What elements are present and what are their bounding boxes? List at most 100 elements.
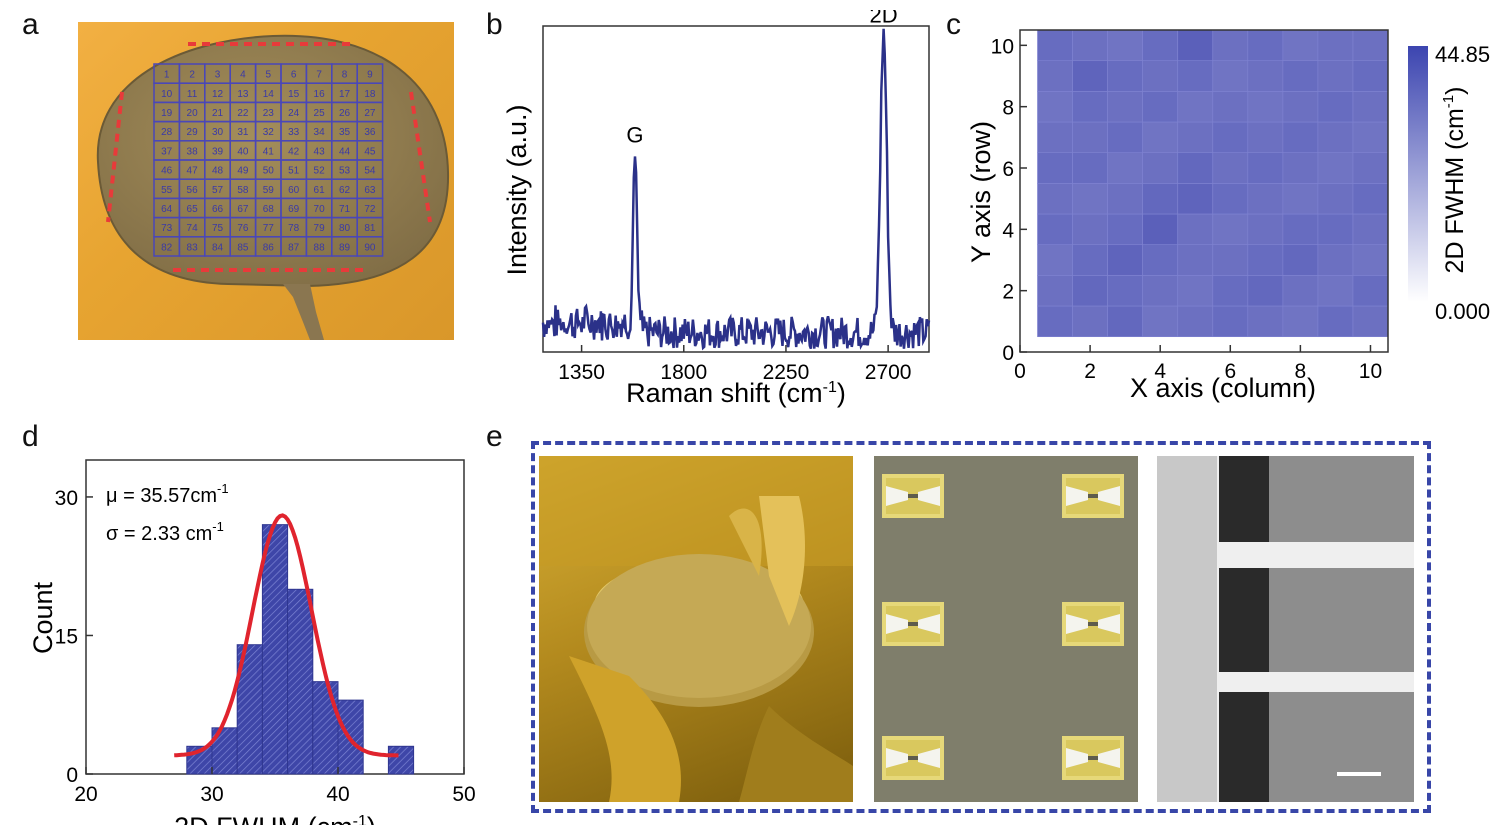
heatmap-cell bbox=[1107, 29, 1144, 62]
heatmap-cell bbox=[1352, 152, 1389, 184]
x-tick-label: 40 bbox=[326, 783, 349, 806]
grid-cell-label: 47 bbox=[187, 166, 199, 177]
heatmap-cell bbox=[1247, 182, 1284, 215]
heatmap-cell bbox=[1352, 244, 1389, 276]
heatmap-cell bbox=[1142, 121, 1179, 154]
device-pattern bbox=[1062, 474, 1124, 518]
y-tick-label: 0 bbox=[1002, 342, 1014, 365]
heatmap-cell bbox=[1247, 244, 1284, 276]
grid-cell-label: 21 bbox=[212, 108, 224, 119]
heatmap-cell bbox=[1037, 152, 1073, 184]
grid-cell-label: 20 bbox=[187, 108, 199, 119]
heatmap-cell bbox=[1177, 305, 1214, 338]
sem-electrodes-photo-icon bbox=[1157, 456, 1414, 802]
wafer-in-hand-photo-icon bbox=[539, 456, 853, 802]
grid-cell-label: 62 bbox=[339, 185, 351, 196]
grid-cell-label: 64 bbox=[161, 204, 173, 215]
heatmap-cell bbox=[1317, 213, 1354, 246]
grid-cell-label: 46 bbox=[161, 166, 173, 177]
histogram-bar bbox=[312, 681, 339, 775]
device-images-frame bbox=[531, 441, 1431, 813]
x-tick-label: 4 bbox=[1154, 360, 1166, 383]
grid-cell-label: 75 bbox=[212, 223, 224, 234]
heatmap-cell bbox=[1142, 274, 1179, 307]
panel-label-d: d bbox=[22, 420, 39, 453]
grid-cell-label: 67 bbox=[237, 204, 249, 215]
spectrum-line bbox=[541, 28, 931, 351]
heatmap-cell bbox=[1282, 121, 1319, 154]
heatmap-cell bbox=[1317, 121, 1354, 154]
grid-cell-label: 57 bbox=[212, 185, 224, 196]
wafer-grid-photo: 1 2 3 4 5 6 7 8 9 10 11 12 13 14 15 16 17 18 19 20 21 22 23 24 2… bbox=[78, 22, 454, 340]
heatmap-cell bbox=[1107, 60, 1144, 92]
heatmap-cell bbox=[1317, 274, 1354, 307]
grid-cell-label: 25 bbox=[314, 108, 326, 119]
heatmap-cell bbox=[1072, 90, 1108, 123]
heatmap-cell bbox=[1107, 274, 1144, 307]
grid-cell-label: 13 bbox=[237, 89, 249, 100]
heatmap-cell bbox=[1212, 29, 1249, 62]
grid-cell-label: 30 bbox=[212, 127, 224, 138]
peak-label-g: G bbox=[626, 122, 643, 147]
heatmap-cell bbox=[1177, 152, 1214, 184]
heatmap-cell bbox=[1142, 152, 1179, 184]
heatmap-cell bbox=[1352, 213, 1389, 246]
grid-cell-label: 71 bbox=[339, 204, 351, 215]
heatmap-cell bbox=[1212, 274, 1249, 307]
grid-cell-label: 5 bbox=[266, 70, 272, 81]
heatmap-cell bbox=[1247, 29, 1284, 62]
sem-electrodes-photo bbox=[1157, 456, 1414, 802]
heatmap-cell bbox=[1107, 182, 1144, 215]
peak-label-2d: 2D bbox=[870, 10, 898, 28]
heatmap-cell bbox=[1282, 274, 1319, 307]
heatmap-cell bbox=[1247, 60, 1284, 92]
heatmap-cell bbox=[1037, 305, 1073, 338]
heatmap-cell bbox=[1282, 60, 1319, 92]
heatmap-cell bbox=[1352, 182, 1389, 215]
grid-cell-label: 88 bbox=[314, 242, 326, 253]
grid-cell-label: 43 bbox=[314, 146, 326, 157]
grid-cell-label: 39 bbox=[212, 146, 224, 157]
grid-cell-label: 34 bbox=[314, 127, 326, 138]
grid-cell-label: 32 bbox=[263, 127, 275, 138]
grid-cell-label: 12 bbox=[212, 89, 224, 100]
heatmap-cell bbox=[1177, 121, 1214, 154]
y-tick-label: 30 bbox=[55, 487, 78, 510]
fwhm-heatmap-chart: 0 2 4 6 8 10 0 2 4 6 8 10 X axis (column) Y axis (r… bbox=[966, 29, 1490, 403]
heatmap-cell bbox=[1282, 244, 1319, 276]
heatmap-cell bbox=[1072, 29, 1108, 62]
heatmap-cell bbox=[1072, 121, 1108, 154]
y-tick-label: 2 bbox=[1002, 281, 1014, 304]
fwhm-histogram-chart: 20 30 40 50 0 15 30 μ = 35.57cm-1 σ = 2.33 cm-… bbox=[28, 459, 476, 825]
grid-cell-label: 37 bbox=[161, 146, 173, 157]
heatmap-cell bbox=[1317, 182, 1354, 215]
heatmap-cell bbox=[1177, 60, 1214, 92]
heatmap-cell bbox=[1142, 305, 1179, 338]
heatmap-cell bbox=[1212, 60, 1249, 92]
grid-cell-label: 9 bbox=[367, 70, 373, 81]
y-tick-label: 4 bbox=[1002, 219, 1014, 242]
grid-cell-label: 72 bbox=[364, 204, 376, 215]
heatmap-cell bbox=[1352, 274, 1389, 307]
heatmap-cell bbox=[1177, 213, 1214, 246]
plot-frame bbox=[542, 25, 930, 353]
grid-cell-label: 27 bbox=[364, 108, 376, 119]
heatmap-cell bbox=[1177, 90, 1214, 123]
grid-cell-label: 23 bbox=[263, 108, 275, 119]
grid-cell-label: 33 bbox=[288, 127, 300, 138]
grid-cell-label: 56 bbox=[187, 185, 199, 196]
heatmap-cell bbox=[1317, 244, 1354, 276]
heatmap-cell bbox=[1282, 90, 1319, 123]
grid-cell-label: 28 bbox=[161, 127, 173, 138]
heatmap-cell bbox=[1177, 182, 1214, 215]
y-axis-label: Count bbox=[28, 581, 58, 654]
device-pattern bbox=[882, 736, 944, 780]
grid-cell-label: 54 bbox=[364, 166, 376, 177]
grid-cell-label: 15 bbox=[288, 89, 300, 100]
y-axis-label: Intensity (a.u.) bbox=[502, 104, 532, 275]
heatmap-cell bbox=[1212, 152, 1249, 184]
panel-label-e: e bbox=[486, 420, 503, 453]
grid-cell-label: 35 bbox=[339, 127, 351, 138]
heatmap-cell bbox=[1142, 182, 1179, 215]
heatmap-cell bbox=[1037, 274, 1073, 307]
